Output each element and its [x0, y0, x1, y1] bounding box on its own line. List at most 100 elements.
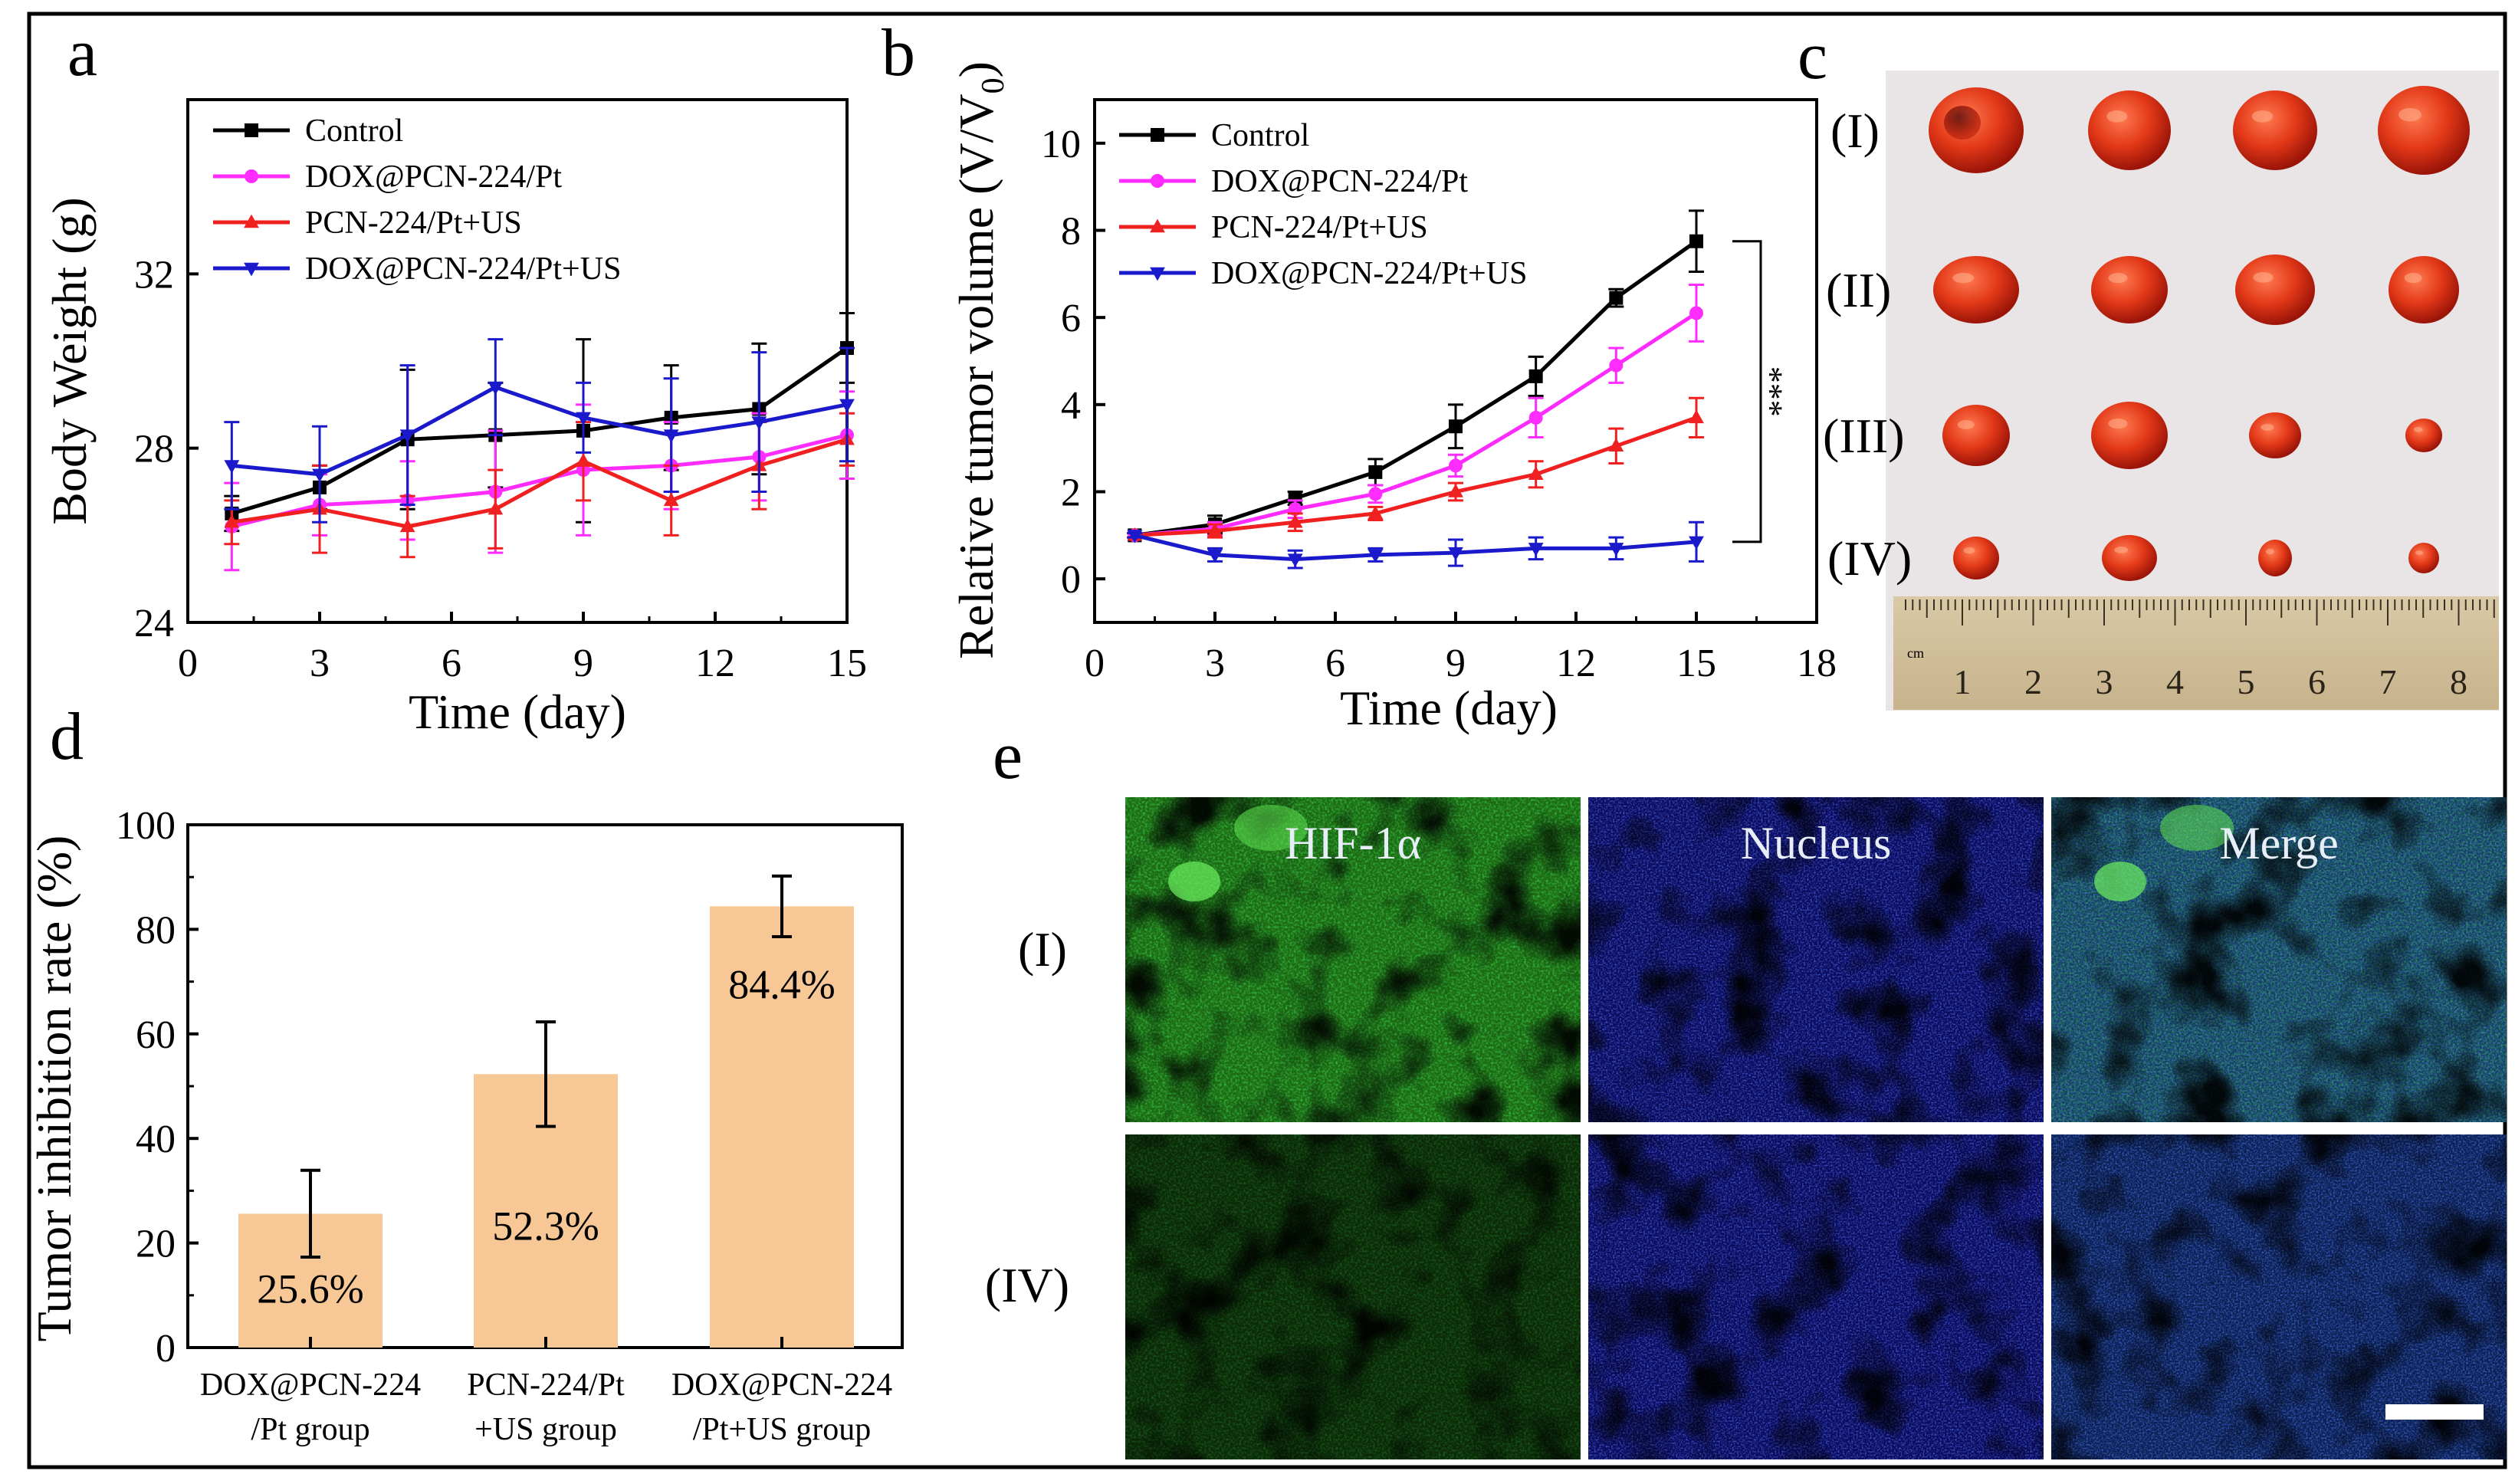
legend-marker: [245, 169, 258, 183]
legend-marker: [1150, 267, 1165, 281]
panel-b-series: [1127, 209, 1704, 570]
photo-tumors: [1929, 86, 2470, 581]
legend-entry: DOX@PCN-224/Pt: [1119, 164, 1468, 199]
ruler-number: 7: [2379, 662, 2397, 701]
x-tick-label-line2: +US group: [474, 1412, 617, 1447]
tumor-highlight: [2398, 108, 2421, 122]
x-tick-label: 12: [1556, 642, 1596, 685]
data-point: [839, 399, 855, 413]
panel-b-x-axis-title: Time (day): [1340, 681, 1558, 735]
tumor: [2405, 419, 2442, 452]
tumor-highlight: [2114, 547, 2129, 553]
panel-b-significance-bracket: ***: [1732, 240, 1799, 543]
data-point: [1368, 465, 1383, 479]
micrograph-grid: HIF-1α Nucleus Merge: [1125, 797, 2507, 1459]
y-tick-label: 2: [1061, 471, 1081, 515]
tumor: [2088, 90, 2171, 170]
panel-b-legend: Control DOX@PCN-224/Pt PCN-224/Pt+US DOX@PC…: [1119, 118, 1527, 291]
series-line: [231, 346, 849, 516]
panel-b-y-axis-title-end: ): [949, 61, 1003, 77]
data-point: [1287, 514, 1303, 528]
micrograph-voids: [1588, 1134, 2044, 1459]
legend-label: PCN-224/Pt+US: [305, 205, 522, 241]
y-tick-label: 0: [1061, 558, 1081, 602]
tumor-highlight: [2108, 273, 2128, 284]
bright-spot: [1234, 805, 1308, 851]
legend-label: DOX@PCN-224/Pt+US: [305, 251, 621, 287]
legend-entry: DOX@PCN-224/Pt+US: [1119, 256, 1527, 291]
bar: [710, 906, 854, 1348]
tumor-highlight: [2251, 110, 2274, 123]
bracket-line: [1732, 240, 1762, 543]
data-point: [224, 514, 240, 528]
tumor-highlight: [2106, 110, 2128, 123]
data-point: [1689, 536, 1704, 550]
data-point: [1367, 505, 1384, 520]
tumor: [2249, 412, 2301, 458]
tumor: [1953, 537, 1999, 579]
tumor: [2102, 535, 2157, 581]
data-point: [1689, 234, 1703, 248]
x-tick-label: 0: [178, 642, 198, 685]
data-point: [1689, 409, 1704, 424]
data-point: [1528, 369, 1543, 383]
data-point: [1127, 530, 1143, 543]
x-tick-label: 3: [310, 642, 330, 685]
panel-b-y-ticks: 0 2 4 6 8 10: [1041, 123, 1105, 602]
data-point: [399, 429, 415, 443]
ruler-number: 8: [2450, 662, 2467, 701]
data-point: [1449, 458, 1463, 473]
x-tick-label: 6: [442, 642, 461, 685]
tumor: [2378, 86, 2470, 175]
tumor: [2233, 90, 2317, 170]
bar-group: 52.3%: [474, 1020, 618, 1348]
panel-a-letter: a: [67, 16, 97, 90]
series-line: [231, 433, 848, 529]
panel-a-x-ticks: 0 3 6 9 12 15: [178, 612, 867, 685]
tumor-highlight: [2415, 550, 2423, 555]
legend-entry: PCN-224/Pt+US: [1119, 210, 1428, 245]
y-tick-label: 100: [116, 804, 176, 848]
ruler-number: 4: [2166, 662, 2184, 701]
x-tick-label-line1: DOX@PCN-224: [200, 1367, 421, 1403]
micrograph-column-title: HIF-1α: [1285, 818, 1421, 868]
micrograph-row-label: (IV): [985, 1258, 1069, 1312]
panel-b-x-ticks: 0 3 6 9 12 15 18: [1085, 612, 1837, 685]
x-tick-label-line1: PCN-224/Pt: [467, 1367, 625, 1403]
bright-spot: [2160, 805, 2234, 851]
ruler-number: 5: [2238, 662, 2255, 701]
y-tick-label: 4: [1061, 384, 1081, 428]
ruler-markings: 1 2 3 4 5 6 7 8: [1905, 599, 2495, 701]
ruler-unit: cm: [1907, 645, 1924, 661]
x-tick-label: 6: [1325, 642, 1345, 685]
figure-frame: [27, 11, 2507, 1469]
data-point: [1449, 419, 1463, 434]
tumor-necrosis: [1944, 106, 1981, 140]
panel-e-micrographs: e HIF-1α Nucleus Merge (I) (IV): [985, 719, 2507, 1459]
y-tick-label: 60: [136, 1013, 176, 1057]
tumor-highlight: [2265, 549, 2274, 555]
bar-value-label: 84.4%: [728, 961, 835, 1007]
data-point: [1609, 291, 1624, 305]
tumor: [1933, 256, 2019, 323]
panel-d-x-labels: DOX@PCN-224/Pt group PCN-224/Pt +US group D…: [200, 1337, 892, 1447]
tumor-highlight: [2253, 272, 2274, 283]
panel-a-body-weight-chart: a 0 3 6 9 12 15 24 28 32 Time (day) Body Weight…: [42, 16, 867, 739]
panel-b-y-axis-title-main: Relative tumor volume (V/V: [949, 94, 1003, 659]
panel-e-letter: e: [993, 719, 1023, 793]
micrograph-voids: [2051, 797, 2507, 1122]
legend-entry: DOX@PCN-224/Pt: [213, 159, 562, 195]
y-tick-label: 32: [134, 253, 174, 297]
legend-entry: Control: [1119, 118, 1309, 153]
panel-c-tumor-photo: c (I) (II) (III) (IV) 1 2 3 4 5 6 7 8 cm: [1798, 19, 2499, 711]
data-point: [1207, 549, 1223, 563]
y-tick-label: 8: [1061, 210, 1081, 254]
panel-b-letter: b: [882, 16, 915, 90]
y-tick-label: 28: [134, 428, 174, 471]
micrograph-voids: [1125, 797, 1581, 1122]
data-point: [399, 518, 415, 533]
micrograph-merge: Merge: [2051, 797, 2507, 1122]
legend-label: DOX@PCN-224/Pt: [305, 159, 562, 195]
panel-d-y-axis-title: Tumor inhibition rate (%): [27, 836, 81, 1342]
bar-group: 25.6%: [238, 1168, 383, 1348]
